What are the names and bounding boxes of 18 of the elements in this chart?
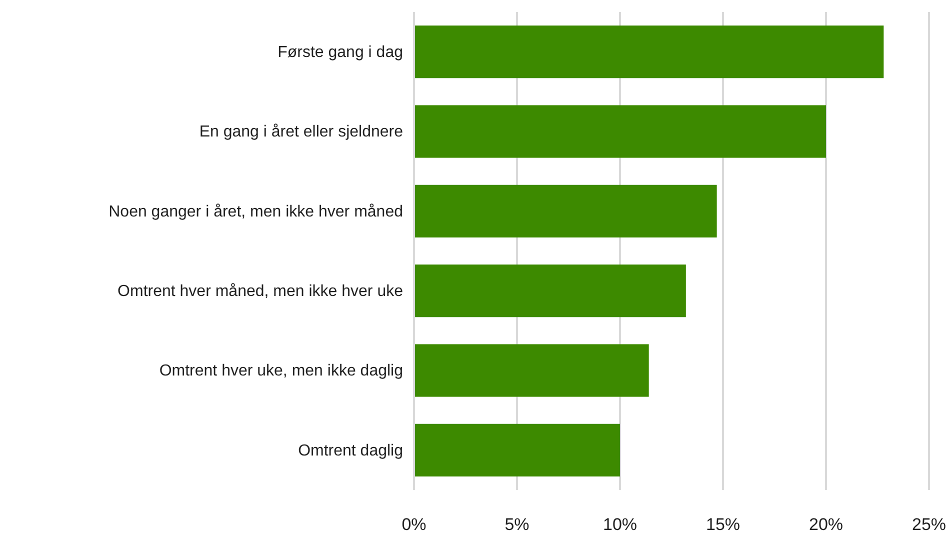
y-tick-label: Omtrent hver måned, men ikke hver uke: [118, 282, 404, 300]
bar: [414, 344, 649, 397]
bar: [414, 105, 826, 158]
x-tick-label: 25%: [912, 515, 946, 534]
bar: [414, 184, 717, 238]
x-tick-label: 15%: [706, 515, 740, 534]
y-tick-label: Første gang i dag: [278, 44, 403, 61]
x-tick-label: 0%: [402, 515, 426, 534]
y-tick-label: En gang i året eller sjeldnere: [199, 124, 404, 141]
x-tick-label: 10%: [602, 515, 638, 534]
y-tick-label: Noen ganger i året, men ikke hver måned: [108, 203, 403, 220]
y-tick-label: Omtrent daglig: [298, 442, 403, 460]
y-tick-label: Omtrent hver uke, men ikke daglig: [159, 362, 403, 380]
bar: [414, 264, 686, 318]
x-tick-label: 5%: [504, 515, 530, 534]
bar: [414, 26, 884, 78]
bar: [414, 424, 620, 476]
x-tick-label: 20%: [808, 515, 844, 534]
